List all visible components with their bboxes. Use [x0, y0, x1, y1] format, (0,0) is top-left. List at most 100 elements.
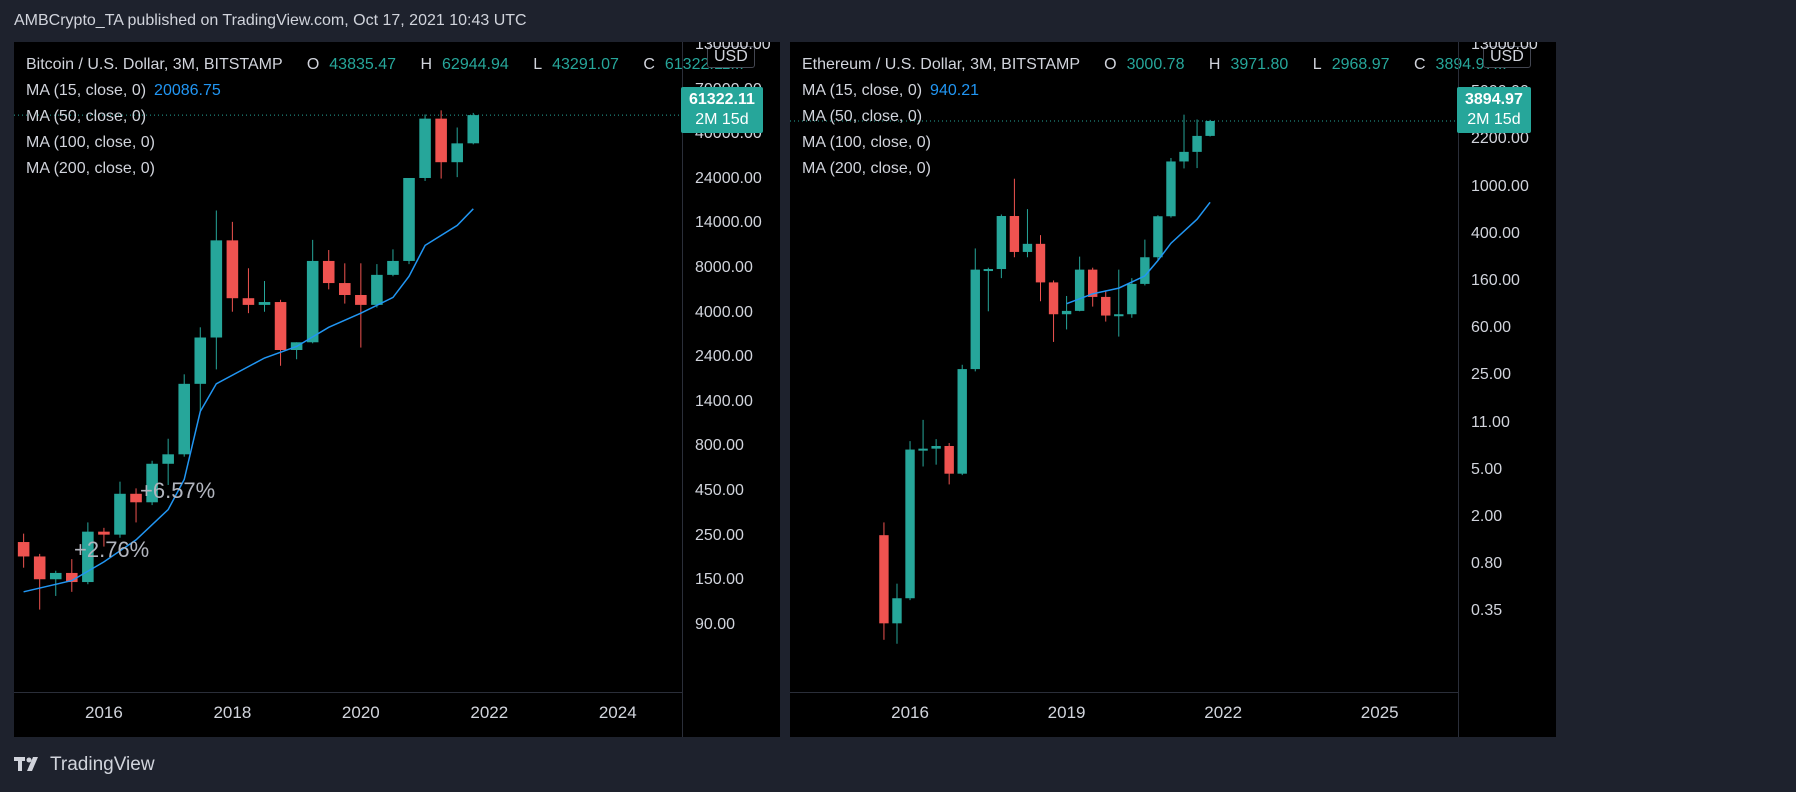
- btc-ma200-row[interactable]: MA (200, close, 0): [26, 156, 744, 182]
- btc-low-value: 43291.07: [552, 56, 619, 73]
- eth-chart-canvas[interactable]: [790, 42, 1556, 737]
- eth-last-price-tag: 3894.97 2M 15d: [1457, 87, 1531, 133]
- btc-candle-body: [306, 260, 319, 343]
- btc-last-price: 61322.11: [689, 91, 755, 108]
- eth-candle-body: [1166, 161, 1176, 217]
- eth-candle-body: [1009, 216, 1020, 252]
- btc-symbol-row: Bitcoin / U.S. Dollar, 3M, BITSTAMP O 438…: [26, 52, 744, 78]
- btc-candle-body: [403, 177, 415, 261]
- btc-chart-canvas[interactable]: [14, 42, 780, 737]
- eth-price-tick: 13000.00: [1471, 42, 1538, 53]
- eth-candle-body: [1048, 282, 1059, 315]
- eth-candle-body: [1114, 314, 1124, 317]
- eth-time-tick: 2022: [1204, 703, 1243, 722]
- eth-candle-body: [1074, 269, 1085, 311]
- btc-price-tick: 4000.00: [695, 303, 753, 321]
- btc-price-tick: 2400.00: [695, 348, 753, 366]
- btc-price-tick: 450.00: [695, 482, 744, 499]
- btc-candle-body: [162, 454, 174, 464]
- btc-candle-body: [467, 115, 480, 144]
- eth-ma15-line: [1066, 201, 1211, 305]
- eth-candle-body: [918, 448, 928, 451]
- eth-candle-body: [1153, 216, 1163, 258]
- btc-candle-body: [17, 542, 30, 557]
- eth-price-tick: 25.00: [1471, 366, 1512, 384]
- btc-chart-panel[interactable]: Bitcoin / U.S. Dollar, 3M, BITSTAMP O 438…: [14, 42, 780, 737]
- btc-candle-body: [49, 572, 62, 580]
- btc-time-tick: 2018: [213, 703, 252, 722]
- btc-candle-body: [114, 493, 126, 535]
- btc-ma15-row[interactable]: MA (15, close, 0) 20086.75: [26, 78, 744, 104]
- eth-symbol-row: Ethereum / U.S. Dollar, 3M, BITSTAMP O 30…: [802, 52, 1507, 78]
- btc-time-tick: 2016: [85, 703, 123, 722]
- btc-ma100-label: MA (100, close, 0): [26, 134, 155, 151]
- eth-price-tick: 5.00: [1471, 460, 1503, 478]
- eth-ma15-row[interactable]: MA (15, close, 0) 940.21: [802, 78, 1507, 104]
- eth-price-tick: 160.00: [1471, 272, 1520, 289]
- eth-currency-button[interactable]: USD: [1483, 46, 1531, 68]
- btc-ma15-line: [23, 208, 474, 593]
- btc-candle-body: [435, 118, 447, 163]
- tradingview-brand: TradingView: [50, 754, 155, 775]
- btc-last-price-tag: 61322.11 2M 15d: [681, 87, 763, 133]
- eth-ma15-value: 940.21: [930, 82, 979, 99]
- btc-time-tick: 2024: [598, 703, 637, 722]
- btc-high-label: H: [420, 56, 433, 73]
- btc-candle-body: [194, 337, 207, 384]
- btc-candle-body: [242, 298, 255, 305]
- btc-countdown: 2M 15d: [695, 111, 749, 128]
- btc-price-tick: 250.00: [695, 526, 744, 544]
- btc-candle-body: [451, 143, 463, 163]
- btc-candle-body: [226, 240, 239, 299]
- btc-price-tick: 90.00: [695, 615, 736, 633]
- btc-candle-body: [146, 463, 158, 503]
- btc-price-tick: 24000.00: [695, 169, 762, 187]
- btc-price-tick: 800.00: [695, 437, 744, 455]
- eth-ma100-row[interactable]: MA (100, close, 0): [802, 130, 1507, 156]
- eth-ma200-row[interactable]: MA (200, close, 0): [802, 156, 1507, 182]
- eth-price-tick: 11.00: [1471, 413, 1510, 431]
- eth-ohlc: O 3000.78 H 3971.80 L 2968.97 C 3894.97...: [1084, 56, 1507, 73]
- btc-currency-button[interactable]: USD: [707, 46, 755, 68]
- btc-ma50-row[interactable]: MA (50, close, 0): [26, 104, 744, 130]
- eth-time-tick: 2016: [891, 703, 929, 722]
- btc-price-tick: 1400.00: [695, 392, 753, 410]
- eth-price-tick: 0.35: [1471, 602, 1503, 620]
- eth-price-tick: 2200.00: [1471, 130, 1529, 148]
- btc-ma100-row[interactable]: MA (100, close, 0): [26, 130, 744, 156]
- btc-open-value: 43835.47: [329, 56, 397, 73]
- eth-high-label: H: [1208, 56, 1221, 73]
- eth-candle-body: [1101, 296, 1111, 316]
- eth-price-tick: 0.80: [1471, 555, 1503, 573]
- eth-high-value: 3971.80: [1230, 56, 1289, 73]
- btc-ma50-label: MA (50, close, 0): [26, 108, 147, 125]
- eth-chart-panel[interactable]: Ethereum / U.S. Dollar, 3M, BITSTAMP O 30…: [790, 42, 1556, 737]
- eth-countdown: 2M 15d: [1467, 111, 1521, 128]
- panel-divider[interactable]: [780, 42, 790, 737]
- eth-candle-body: [931, 446, 941, 449]
- btc-candle-body: [274, 302, 287, 351]
- eth-time-tick: 2019: [1047, 703, 1086, 722]
- btc-symbol-label[interactable]: Bitcoin / U.S. Dollar, 3M, BITSTAMP: [26, 56, 283, 73]
- eth-candle-body: [905, 449, 915, 599]
- eth-ma100-label: MA (100, close, 0): [802, 134, 931, 151]
- btc-low-label: L: [533, 56, 543, 73]
- eth-candle-body: [1087, 269, 1098, 297]
- eth-symbol-label[interactable]: Ethereum / U.S. Dollar, 3M, BITSTAMP: [802, 56, 1080, 73]
- btc-time-tick: 2020: [341, 703, 380, 722]
- btc-time-axis[interactable]: 2016 2018 2020 2022 2024: [14, 692, 682, 737]
- btc-legend: Bitcoin / U.S. Dollar, 3M, BITSTAMP O 438…: [26, 52, 744, 182]
- btc-price-axis[interactable]: USD 130000.0070000.0040000.0024000.00140…: [682, 42, 780, 737]
- btc-candle-body: [258, 302, 271, 305]
- eth-candle-body: [1205, 120, 1215, 136]
- btc-candle-body: [66, 572, 78, 583]
- btc-candle-body: [322, 260, 335, 284]
- eth-candle-body: [1035, 243, 1046, 283]
- publication-header: AMBCrypto_TA published on TradingView.co…: [14, 12, 527, 29]
- eth-candle-body: [1192, 135, 1202, 152]
- tradingview-footer[interactable]: TradingView: [14, 754, 155, 776]
- eth-price-axis[interactable]: USD 13000.005000.002200.001000.00400.001…: [1458, 42, 1556, 737]
- eth-ma50-row[interactable]: MA (50, close, 0): [802, 104, 1507, 130]
- btc-price-tick: 150.00: [695, 571, 744, 589]
- eth-time-axis[interactable]: 2016 2019 2022 2025: [790, 692, 1458, 737]
